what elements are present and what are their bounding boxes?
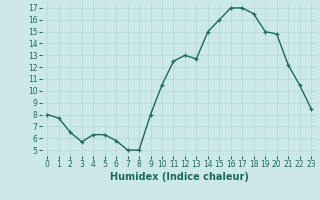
X-axis label: Humidex (Indice chaleur): Humidex (Indice chaleur) <box>110 172 249 182</box>
